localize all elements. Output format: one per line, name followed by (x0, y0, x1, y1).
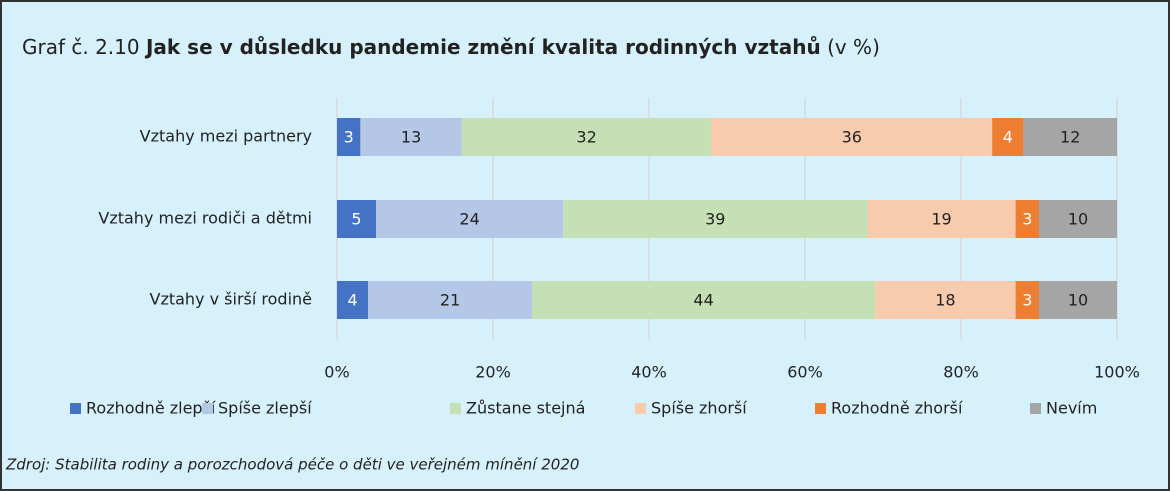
title-main: Jak se v důsledku pandemie změní kvalita… (144, 35, 821, 59)
data-label: 18 (935, 291, 955, 310)
legend-label: Rozhodně zlepší (86, 399, 216, 418)
legend-label: Nevím (1046, 399, 1097, 418)
data-label: 5 (351, 210, 361, 229)
y-tick-label: Vztahy v širší rodině (150, 290, 313, 309)
bar-segment (1015, 281, 1039, 319)
bar-segment (563, 200, 868, 238)
bar-segment (1015, 200, 1039, 238)
source: Zdroj: Stabilita rodiny a porozchodová p… (5, 456, 579, 474)
bar-segment (337, 118, 361, 156)
legend-marker (70, 403, 81, 414)
x-tick-label: 20% (475, 363, 511, 382)
legend-label: Spíše zhorší (651, 399, 747, 418)
legend-label: Zůstane stejná (466, 399, 585, 418)
data-label: 13 (401, 128, 421, 147)
data-label: 4 (348, 291, 358, 310)
data-label: 19 (931, 210, 951, 229)
bar-segment (376, 200, 564, 238)
y-tick-label: Vztahy mezi partnery (140, 127, 312, 146)
data-label: 21 (440, 291, 460, 310)
bar-segment (1039, 200, 1117, 238)
title-prefix: Graf č. 2.10 (22, 35, 140, 59)
data-label: 36 (842, 128, 862, 147)
bar-segment (867, 200, 1016, 238)
legend-marker (1030, 403, 1041, 414)
bar-segment (875, 281, 1016, 319)
x-tick-label: 100% (1094, 363, 1140, 382)
bar-segment (337, 281, 369, 319)
legend-marker (635, 403, 646, 414)
bar-segment (368, 281, 532, 319)
data-label: 39 (705, 210, 725, 229)
x-tick-label: 80% (943, 363, 979, 382)
data-label: 24 (459, 210, 479, 229)
bar-segment (337, 200, 376, 238)
data-label: 3 (344, 128, 354, 147)
bar-segment (461, 118, 712, 156)
bar-segment (532, 281, 876, 319)
bar-segment (1023, 118, 1117, 156)
bar-segment (360, 118, 462, 156)
data-label: 10 (1068, 291, 1088, 310)
legend-label: Rozhodně zhorší (831, 399, 963, 418)
bar-segment (711, 118, 993, 156)
data-label: 10 (1068, 210, 1088, 229)
data-label: 44 (693, 291, 713, 310)
legend-marker (815, 403, 826, 414)
data-label: 3 (1022, 291, 1032, 310)
data-label: 32 (576, 128, 596, 147)
x-tick-label: 40% (631, 363, 667, 382)
data-label: 12 (1060, 128, 1080, 147)
y-tick-label: Vztahy mezi rodiči a dětmi (98, 209, 312, 228)
legend-marker (450, 403, 461, 414)
data-label: 4 (1003, 128, 1013, 147)
data-label: 3 (1022, 210, 1032, 229)
legend-marker (202, 403, 213, 414)
bar-segment (992, 118, 1024, 156)
chart-title: Graf č. 2.10 Jak se v důsledku pandemie … (22, 35, 880, 59)
title-suffix: (v %) (827, 35, 880, 59)
x-tick-label: 60% (787, 363, 823, 382)
bar-segment (1039, 281, 1117, 319)
legend-label: Spíše zlepší (218, 399, 312, 418)
x-tick-label: 0% (324, 363, 349, 382)
